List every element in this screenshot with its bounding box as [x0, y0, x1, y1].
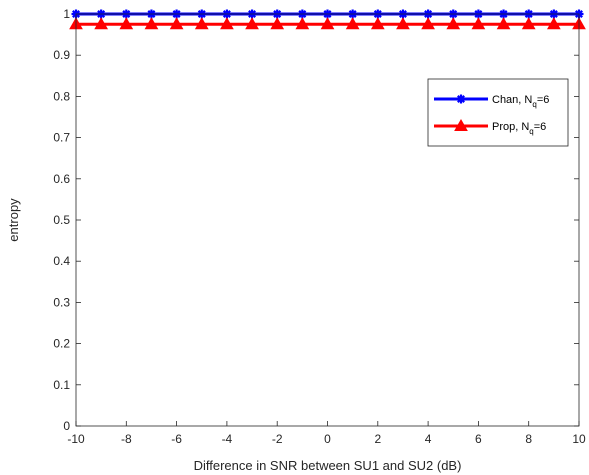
- y-tick-label: 0: [63, 419, 70, 433]
- legend-label-suffix: =6: [534, 121, 547, 133]
- x-tick-label: -2: [272, 432, 283, 446]
- y-tick-label: 0.8: [53, 89, 70, 103]
- legend-label-subscript: q: [529, 127, 533, 136]
- data-point: [119, 17, 134, 30]
- y-tick-label: 0.3: [53, 295, 70, 309]
- data-point: [169, 17, 184, 30]
- y-tick-label: 0.5: [53, 213, 70, 227]
- marker-stroke: [457, 95, 465, 103]
- data-point: [521, 17, 536, 30]
- x-axis-label: Difference in SNR between SU1 and SU2 (d…: [194, 458, 462, 473]
- y-tick-label: 0.1: [53, 378, 70, 392]
- x-tick-label: -6: [171, 432, 182, 446]
- legend-entry: Chan, Nq=6: [434, 94, 549, 109]
- data-point: [345, 17, 360, 30]
- x-tick-label: 6: [475, 432, 482, 446]
- data-point: [270, 17, 285, 30]
- legend-label-name: Chan, N: [492, 94, 532, 106]
- y-tick-label: 0.2: [53, 337, 70, 351]
- data-point: [496, 17, 511, 30]
- legend-label: Chan, Nq=6: [492, 94, 549, 109]
- data-point: [320, 17, 335, 30]
- y-tick-label: 0.7: [53, 131, 70, 145]
- x-tick-label: 2: [374, 432, 381, 446]
- legend-label-suffix: =6: [537, 94, 550, 106]
- legend-entry: Prop, Nq=6: [434, 118, 546, 136]
- data-point: [194, 17, 209, 30]
- data-point: [94, 17, 109, 30]
- x-tick-label: -4: [222, 432, 233, 446]
- y-axis-label: entropy: [6, 198, 21, 242]
- data-point: [370, 17, 385, 30]
- data-point: [446, 17, 461, 30]
- legend-label-name: Prop, N: [492, 121, 529, 133]
- y-tick-label: 0.4: [53, 254, 70, 268]
- tick-labels: -10 -8 -6 -4 -2 0 2 4 6 8 10 0 0.1 0.2 0.3 0.4 0.5 0.6 0.7…: [53, 7, 586, 446]
- x-tick-label: -8: [121, 432, 132, 446]
- data-point: [144, 17, 159, 30]
- y-tick-label: 0.6: [53, 172, 70, 186]
- legend-swatch-marker: [454, 118, 468, 131]
- legend-label-subscript: q: [532, 100, 536, 109]
- data-point: [421, 17, 435, 30]
- x-tick-label: 8: [525, 432, 532, 446]
- x-tick-label: -10: [67, 432, 85, 446]
- y-tick-label: 0.9: [53, 48, 70, 62]
- legend-label: Prop, Nq=6: [492, 121, 546, 136]
- legend-box: [427, 78, 569, 147]
- x-tick-label: 4: [425, 432, 432, 446]
- x-tick-label: 0: [324, 432, 331, 446]
- data-point: [396, 17, 410, 30]
- series-1: [69, 17, 586, 30]
- data-point: [295, 17, 310, 30]
- data-point: [245, 17, 259, 30]
- x-tick-label: 10: [572, 432, 586, 446]
- data-point: [220, 17, 234, 30]
- data-point: [471, 17, 486, 30]
- plot-area-background: [76, 14, 579, 426]
- y-tick-label: 1: [63, 7, 70, 21]
- legend-swatch-marker: [456, 94, 466, 104]
- plot-area-border: [75, 13, 580, 427]
- data-point: [546, 17, 561, 30]
